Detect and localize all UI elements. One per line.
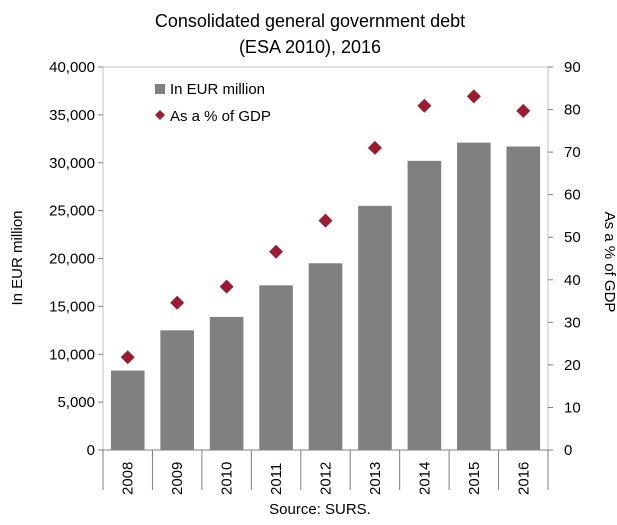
chart-title: Consolidated general government debt <box>155 11 465 31</box>
bar-eur-million <box>457 142 491 450</box>
chart-subtitle: (ESA 2010), 2016 <box>239 37 381 57</box>
point-gdp-percent <box>516 103 531 118</box>
y-axis-label: In EUR million <box>9 210 26 305</box>
x-tick-label: 2009 <box>169 462 186 495</box>
y-tick-label: 25,000 <box>49 203 95 220</box>
bar-eur-million <box>110 370 145 450</box>
y2-tick-label: 90 <box>564 59 581 76</box>
x-tick-label: 2012 <box>318 462 335 495</box>
y2-tick-label: 0 <box>564 442 572 459</box>
point-gdp-percent <box>219 279 234 294</box>
x-tick-label: 2010 <box>219 462 236 495</box>
x-tick-label: 2011 <box>268 463 285 495</box>
bar-eur-million <box>407 160 442 450</box>
legend-label-gdp: As a % of GDP <box>170 108 271 125</box>
plot-area: 0 5,000 10,000 15,000 20,000 25,000 30,000 35,0… <box>49 59 581 495</box>
legend-swatch-bar <box>155 84 165 94</box>
x-tick-label: 2013 <box>367 462 384 495</box>
y-tick-label: 30,000 <box>49 155 95 172</box>
bar-eur-million <box>209 316 244 450</box>
y-tick-label: 5,000 <box>57 394 95 411</box>
x-tick-label: 2014 <box>416 462 433 495</box>
bar-eur-million <box>308 263 343 450</box>
bar-eur-million <box>259 285 293 450</box>
y2-tick-label: 20 <box>564 357 581 374</box>
point-gdp-percent <box>367 140 382 155</box>
point-gdp-percent <box>170 295 185 310</box>
y2-tick-label: 80 <box>564 102 581 119</box>
y-tick-label: 35,000 <box>49 107 95 124</box>
y-tick-label: 40,000 <box>49 59 95 76</box>
bar-eur-million <box>506 146 541 450</box>
bar-eur-million <box>160 330 194 450</box>
point-gdp-percent <box>318 213 333 228</box>
y-tick-label: 20,000 <box>49 251 95 268</box>
y2-axis-label: As a % of GDP <box>601 212 617 313</box>
y2-tick-label: 40 <box>564 272 581 289</box>
y-tick-label: 15,000 <box>49 298 95 315</box>
point-gdp-percent <box>417 98 432 113</box>
bar-eur-million <box>358 205 392 450</box>
source-note: Source: SURS. <box>269 501 371 518</box>
y2-tick-label: 10 <box>564 399 581 416</box>
y2-tick-label: 30 <box>564 314 581 331</box>
point-gdp-percent <box>120 350 135 365</box>
point-gdp-percent <box>466 89 481 104</box>
x-tick-label: 2015 <box>466 462 483 495</box>
y2-tick-label: 70 <box>564 144 581 161</box>
y-tick-label: 10,000 <box>49 346 95 363</box>
x-tick-label: 2008 <box>120 462 137 495</box>
legend-swatch-diamond <box>155 110 165 120</box>
legend-label-eur: In EUR million <box>170 81 265 98</box>
y-tick-label: 0 <box>87 442 95 459</box>
point-gdp-percent <box>269 244 284 259</box>
y2-tick-label: 60 <box>564 187 581 204</box>
legend: In EUR million As a % of GDP <box>155 81 271 125</box>
x-tick-label: 2016 <box>515 462 532 495</box>
y2-tick-label: 50 <box>564 229 581 246</box>
